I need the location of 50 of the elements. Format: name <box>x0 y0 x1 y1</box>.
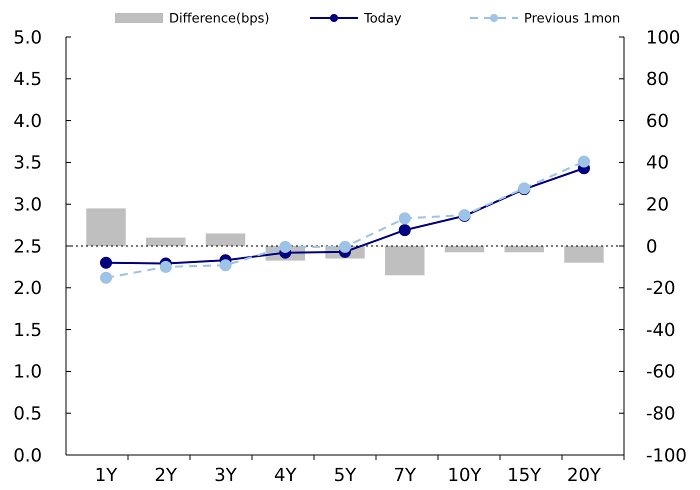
x-tick-label: 3Y <box>214 465 238 486</box>
y-tick-label: 0.0 <box>13 445 42 466</box>
point <box>398 224 411 236</box>
bar <box>146 238 186 246</box>
y2-tick-label: -20 <box>646 278 676 300</box>
x-tick-label: 2Y <box>154 465 178 486</box>
bar <box>86 208 126 246</box>
y2-tick-label: -40 <box>646 320 676 341</box>
point <box>339 240 351 253</box>
y2-tick-label: -60 <box>646 362 676 383</box>
point <box>279 240 292 253</box>
bar <box>444 246 484 252</box>
y-tick-label: 1.0 <box>13 362 42 383</box>
y-tick-label: 4.0 <box>13 110 42 132</box>
x-tick-label: 7Y <box>394 465 417 486</box>
y-tick-label: 5.0 <box>13 27 42 48</box>
legend-label: Difference(bps) <box>169 12 270 27</box>
point <box>578 156 590 168</box>
legend-label: Previous 1mon <box>524 12 620 27</box>
legend-label: Today <box>363 12 402 27</box>
y2-tick-label: 40 <box>646 152 669 174</box>
y2-tick-label: 20 <box>646 194 669 216</box>
bar <box>385 246 424 276</box>
x-tick-label: 15Y <box>507 465 542 486</box>
bar <box>206 233 246 246</box>
y2-tick-label: 60 <box>646 110 669 132</box>
x-tick-label: 20Y <box>567 465 602 486</box>
y-tick-label: 4.5 <box>13 69 42 90</box>
y-tick-label: 2.5 <box>13 236 42 258</box>
x-tick-label: 1Y <box>94 465 118 486</box>
y2-tick-label: 100 <box>646 27 680 48</box>
bar <box>564 246 604 263</box>
y-tick-label: 1.5 <box>13 320 42 341</box>
y2-tick-label: -80 <box>646 404 676 424</box>
bar <box>504 246 544 252</box>
y2-tick-label: 0 <box>646 236 658 258</box>
point <box>220 259 232 272</box>
x-tick-label: 4Y <box>274 465 298 486</box>
y2-tick-label: 80 <box>646 69 669 90</box>
y-tick-label: 3.0 <box>13 194 42 216</box>
y-tick-label: 0.5 <box>13 404 42 424</box>
point <box>160 260 172 273</box>
point <box>100 256 112 269</box>
x-tick-label: 5Y <box>334 465 358 486</box>
y-tick-label: 3.5 <box>13 152 42 174</box>
x-tick-label: 10Y <box>448 465 482 486</box>
point <box>100 272 112 284</box>
point <box>398 212 411 224</box>
y2-tick-label: -100 <box>646 445 687 466</box>
y-tick-label: 2.0 <box>13 278 42 300</box>
